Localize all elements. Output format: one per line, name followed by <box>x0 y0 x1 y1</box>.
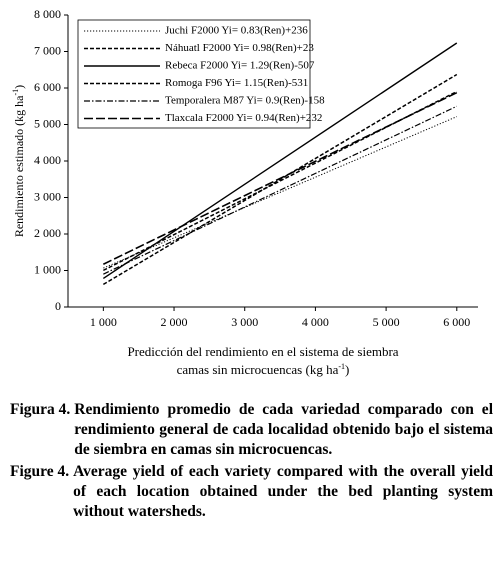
legend-label: Temporalera M87 Yi= 0.9(Ren)-158 <box>165 95 325 107</box>
legend-label: Juchi F2000 Yi= 0.83(Ren)+236 <box>165 25 308 37</box>
x-axis-label-2: camas sin microcuencas (kg ha-1) <box>177 362 350 377</box>
y-tick-label: 2 000 <box>34 226 61 240</box>
y-label-text: Rendimiento estimado (kg ha <box>12 95 26 237</box>
y-label-end: ) <box>12 85 26 89</box>
y-tick-label: 7 000 <box>34 43 61 57</box>
caption-label: Figura 4. <box>10 401 71 418</box>
x-tick-label: 6 000 <box>443 315 470 329</box>
series-line <box>102 73 458 286</box>
caption-text: Rendimiento promedio de cada variedad co… <box>74 401 493 458</box>
caption-label: Figure 4. <box>10 463 70 480</box>
x-tick-label: 4 000 <box>302 315 329 329</box>
legend-label: Romoga F96 Yi= 1.15(Ren)-531 <box>165 77 308 89</box>
caption-text: Average yield of each variety compared w… <box>73 463 493 520</box>
y-tick-label: 1 000 <box>34 262 61 276</box>
y-tick-label: 0 <box>55 299 61 313</box>
x-tick-label: 2 000 <box>161 315 188 329</box>
x-label-text: camas sin microcuencas (kg ha <box>177 362 339 377</box>
legend-box <box>77 19 311 129</box>
series-line <box>102 91 458 265</box>
x-label-end: ) <box>345 362 349 377</box>
x-label-sup: -1 <box>338 362 345 371</box>
series-line <box>102 42 458 280</box>
legend-label: Rebeca F2000 Yi= 1.29(Ren)-507 <box>165 60 315 72</box>
caption: Figure 4. Average yield of each variety c… <box>10 462 493 522</box>
y-tick-label: 6 000 <box>34 80 61 94</box>
y-tick-label: 5 000 <box>34 116 61 130</box>
caption: Figura 4. Rendimiento promedio de cada va… <box>10 400 493 460</box>
x-tick-label: 5 000 <box>373 315 400 329</box>
y-tick-label: 4 000 <box>34 153 61 167</box>
y-axis-label: Rendimiento estimado (kg ha-1) <box>11 85 26 237</box>
x-tick-label: 3 000 <box>231 315 258 329</box>
series-line <box>103 105 458 275</box>
captions: Figura 4. Rendimiento promedio de cada va… <box>0 400 503 522</box>
legend-label: Náhuatl F2000 Yi= 0.98(Ren)+23 <box>165 42 314 54</box>
legend-label: Tlaxcala F2000 Yi= 0.94(Ren)+232 <box>165 112 322 124</box>
series-line <box>103 116 457 269</box>
x-axis-label: Predicción del rendimiento en el sistema… <box>127 344 398 359</box>
y-tick-label: 8 000 <box>34 7 61 21</box>
x-tick-label: 1 000 <box>90 315 117 329</box>
chart: Rendimiento estimado (kg ha-1) Predicció… <box>11 7 478 377</box>
y-tick-label: 3 000 <box>34 189 61 203</box>
y-label-sup: -1 <box>11 89 20 96</box>
